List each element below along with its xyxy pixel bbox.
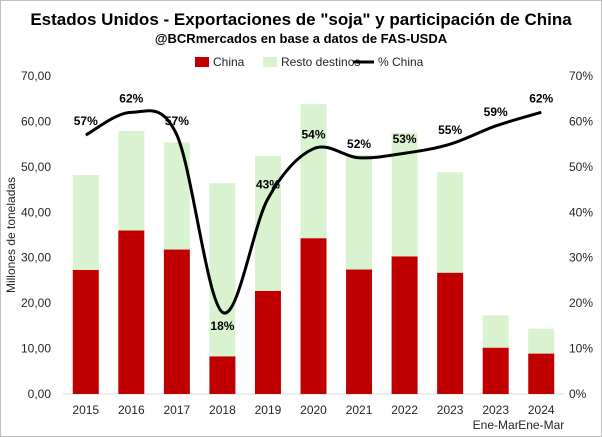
- y-axis-left: 0,00 10,00 20,00 30,00 40,00 50,00 60,00 70,00: [21, 69, 51, 401]
- y2-tick-label: 0%: [569, 387, 587, 401]
- bar-resto-destinos: [209, 183, 236, 357]
- pct-data-label: 62%: [119, 91, 143, 105]
- pct-data-label: 53%: [393, 132, 417, 146]
- legend-label-resto: Resto destinos: [281, 55, 360, 69]
- bar-resto-destinos: [528, 328, 555, 354]
- bars: [72, 104, 555, 394]
- x-tick-label: 2015: [72, 403, 99, 417]
- y-axis-right: 0% 10% 20% 30% 40% 50% 60% 70%: [569, 69, 593, 401]
- bar-china: [391, 256, 418, 394]
- y-tick-label: 30,00: [21, 251, 51, 265]
- y2-tick-label: 70%: [569, 69, 593, 83]
- x-tick-label: 2017: [164, 403, 191, 417]
- x-tick-sublabel: Ene-Mar: [518, 418, 564, 432]
- x-tick-label: 2023: [437, 403, 464, 417]
- y-tick-label: 10,00: [21, 342, 51, 356]
- x-tick-label: 2016: [118, 403, 145, 417]
- bar-china: [528, 353, 555, 394]
- y-axis-label: Millones de toneladas: [4, 177, 18, 293]
- bar-china: [118, 230, 145, 394]
- bar-resto-destinos: [437, 172, 464, 273]
- y2-tick-label: 40%: [569, 205, 593, 219]
- x-tick-label: 2024: [528, 403, 555, 417]
- bar-resto-destinos: [163, 142, 190, 250]
- legend-swatch-resto: [263, 57, 277, 67]
- y2-tick-label: 20%: [569, 296, 593, 310]
- y-tick-label: 40,00: [21, 205, 51, 219]
- x-axis: 2015 2016 2017 2018 2019 2020 2021 2022 2023 2023…: [72, 403, 564, 432]
- pct-data-label: 43%: [256, 178, 280, 192]
- chart-title: Estados Unidos - Exportaciones de "soja"…: [30, 10, 572, 29]
- pct-data-label: 57%: [74, 114, 98, 128]
- y-tick-label: 20,00: [21, 296, 51, 310]
- bar-china: [482, 347, 509, 394]
- y2-tick-label: 30%: [569, 251, 593, 265]
- series-line-pct-china: [85, 109, 542, 315]
- bar-resto-destinos: [118, 130, 145, 231]
- y-tick-label: 0,00: [28, 387, 52, 401]
- bar-resto-destinos: [72, 175, 99, 270]
- x-tick-label: 2023: [482, 403, 509, 417]
- bar-resto-destinos: [346, 155, 373, 270]
- x-tick-label: 2022: [391, 403, 418, 417]
- legend-swatch-china: [195, 57, 209, 67]
- pct-data-label: 55%: [438, 123, 462, 137]
- legend: China Resto destinos % China: [195, 55, 424, 69]
- chart-subtitle: @BCRmercados en base a datos de FAS-USDA: [155, 31, 448, 46]
- bar-china: [72, 269, 99, 394]
- pct-labels: 57% 62% 57% 18% 43% 54% 52% 53% 55% 59% 62%: [74, 91, 554, 333]
- pct-data-label: 57%: [165, 114, 189, 128]
- y2-tick-label: 60%: [569, 114, 593, 128]
- bar-china: [163, 249, 190, 394]
- y-tick-label: 50,00: [21, 160, 51, 174]
- pct-data-label: 62%: [529, 91, 553, 105]
- pct-data-label: 18%: [210, 319, 234, 333]
- bar-china: [437, 272, 464, 394]
- y-tick-label: 60,00: [21, 114, 51, 128]
- bar-china: [254, 290, 281, 394]
- x-tick-label: 2019: [255, 403, 282, 417]
- x-tick-label: 2021: [346, 403, 373, 417]
- bar-resto-destinos: [300, 104, 327, 239]
- y-tick-label: 70,00: [21, 69, 51, 83]
- pct-data-label: 54%: [301, 128, 325, 142]
- bar-resto-destinos: [482, 315, 509, 348]
- x-tick-label: 2020: [300, 403, 327, 417]
- pct-data-label: 59%: [484, 105, 508, 119]
- y2-tick-label: 50%: [569, 160, 593, 174]
- legend-label-china: China: [213, 55, 245, 69]
- legend-label-pct: % China: [378, 55, 424, 69]
- y2-tick-label: 10%: [569, 342, 593, 356]
- pct-data-label: 52%: [347, 137, 371, 151]
- x-tick-label: 2018: [209, 403, 236, 417]
- bar-china: [300, 238, 327, 394]
- x-tick-sublabel: Ene-Mar: [473, 418, 519, 432]
- bar-china: [346, 269, 373, 394]
- bar-china: [209, 356, 236, 394]
